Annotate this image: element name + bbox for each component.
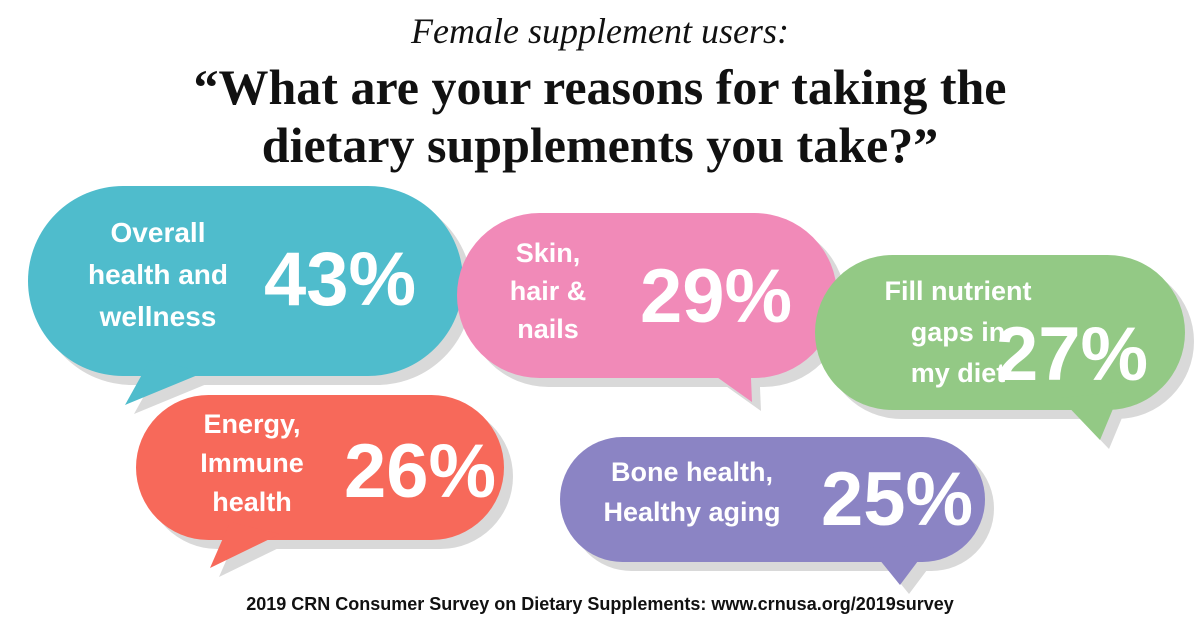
chart-title: “What are your reasons for taking the di… [0, 58, 1200, 174]
bubble-bone-aging: Bone health, Healthy aging 25% [560, 437, 994, 594]
bubble-fill-nutrient-gaps-body [815, 255, 1185, 410]
bubble-fill-overall-health-shape [28, 186, 463, 405]
bubble-skin-hair-nails: Skin, hair & nails 29% [457, 213, 846, 411]
bubble-label-energy-immune-line-1: Energy, [203, 409, 300, 439]
bubble-label-nutrient-gaps-line-1: Fill nutrient [885, 276, 1032, 306]
bubble-label-nutrient-gaps-line-3: my diet [911, 358, 1006, 388]
bubble-fill-bone-aging-shape [560, 437, 985, 585]
bubble-fill-skin-hair-nails-shape [457, 213, 837, 402]
bubble-value-bone-aging: 25% [821, 457, 973, 542]
bubble-label-skin-hair-nails-line-1: Skin, [516, 238, 581, 268]
chart-title-line-2: dietary supplements you take?” [261, 117, 939, 173]
bubble-label-overall-health-line-3: wellness [99, 301, 217, 332]
bubble-fill-bone-aging-tail [870, 545, 930, 585]
chart-title-line-1: “What are your reasons for taking the [193, 59, 1007, 115]
bubble-fill-overall-health-tail [125, 360, 205, 405]
bubble-overall-health: Overall health and wellness 43% [28, 186, 472, 414]
bubble-label-skin-hair-nails-line-3: nails [517, 314, 579, 344]
bubble-value-energy-immune: 26% [344, 429, 496, 514]
bubble-label-bone-aging-line-1: Bone health, [611, 457, 773, 487]
bubble-fill-skin-hair-nails-body [457, 213, 837, 378]
bubble-fill-overall-health-body [28, 186, 463, 376]
bubble-energy-immune: Energy, Immune health 26% [136, 395, 513, 577]
bubble-fill-energy-immune-body [136, 395, 504, 540]
source-note: 2019 CRN Consumer Survey on Dietary Supp… [246, 594, 954, 614]
bubble-value-skin-hair-nails: 29% [640, 254, 792, 339]
bubble-label-bone-aging-line-2: Healthy aging [603, 497, 780, 527]
bubble-fill-bone-aging-body [560, 437, 985, 562]
bubble-fill-nutrient-gaps-tail [1060, 392, 1120, 440]
bubble-label-overall-health-line-2: health and [88, 259, 228, 290]
bubble-fill-nutrient-gaps-shape [815, 255, 1185, 440]
bubble-label-energy-immune-line-2: Immune [200, 448, 304, 478]
chart-subtitle: Female supplement users: [411, 11, 789, 51]
bubble-fill-skin-hair-nails-tail [700, 355, 752, 402]
bubble-label-energy-immune-line-3: health [212, 487, 292, 517]
bubble-fill-energy-immune-shape [136, 395, 504, 568]
bubble-value-overall-health: 43% [264, 237, 416, 322]
bubble-fill-energy-immune-tail [210, 522, 280, 568]
bubble-label-overall-health-line-1: Overall [111, 217, 206, 248]
bubble-value-nutrient-gaps: 27% [996, 312, 1148, 397]
bubble-label-skin-hair-nails-line-2: hair & [510, 276, 587, 306]
bubble-label-nutrient-gaps-line-2: gaps in [911, 317, 1006, 347]
